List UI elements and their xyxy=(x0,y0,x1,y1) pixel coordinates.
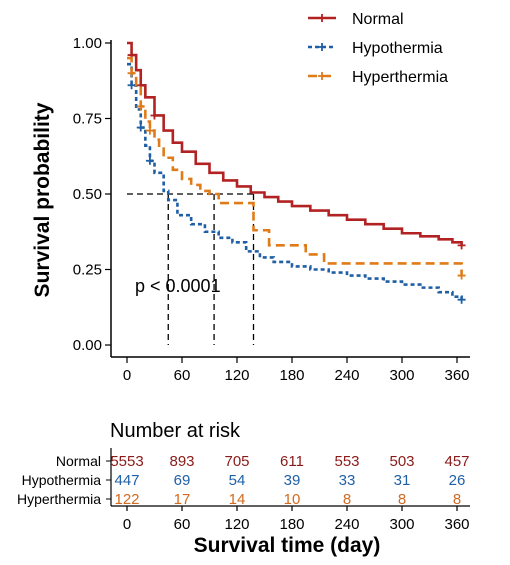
censor-mark xyxy=(457,271,466,280)
censor-mark xyxy=(127,69,136,78)
censor-mark xyxy=(150,111,159,120)
x-tick-label: 0 xyxy=(123,367,131,384)
risk-count: 69 xyxy=(174,472,191,489)
y-ticks: 0.00 0.25 0.50 0.75 1.00 xyxy=(73,35,111,354)
risk-count: 611 xyxy=(280,453,304,470)
legend-censor-mark xyxy=(318,72,326,80)
legend-label-hypothermia: Hypothermia xyxy=(352,40,443,57)
x-tick-label: 240 xyxy=(334,367,359,384)
risk-rows: Normal 5553 893 705 611 553 503 457 Hypothermia 4… xyxy=(17,453,470,508)
risk-count: 5553 xyxy=(110,453,143,470)
x-tick-label: 120 xyxy=(224,367,249,384)
risk-x-ticks: 0 60 120 180 240 300 360 xyxy=(111,505,470,533)
risk-count: 503 xyxy=(389,453,414,470)
x-axis-title: Survival time (day) xyxy=(194,534,381,557)
risk-count: 14 xyxy=(229,491,246,508)
plot-panel: 0.000.250.500.751.00 0 60 120 180 240 300 360 … xyxy=(31,35,470,384)
censor-mark xyxy=(145,156,154,165)
risk-count: 8 xyxy=(398,491,406,508)
x-tick-label: 300 xyxy=(389,367,414,384)
risk-group-label: Hypothermia xyxy=(22,472,102,488)
median-reference-lines xyxy=(127,193,255,345)
risk-table-title: Number at risk xyxy=(110,420,241,442)
risk-count: 33 xyxy=(339,472,356,489)
x-ticks: 0 60 120 180 240 300 360 xyxy=(123,357,470,384)
risk-count: 10 xyxy=(284,491,301,508)
series-line-hyperthermia xyxy=(127,56,463,276)
risk-group-label: Hyperthermia xyxy=(17,491,101,507)
risk-count: 17 xyxy=(174,491,191,508)
legend-censor-mark xyxy=(318,14,326,22)
x-tick-label: 180 xyxy=(279,367,304,384)
risk-count: 31 xyxy=(394,472,411,489)
legend-censor-mark xyxy=(318,43,326,51)
y-tick-label: 0.25 xyxy=(73,262,102,279)
risk-x-tick-label: 240 xyxy=(334,516,359,533)
risk-x-tick-label: 0 xyxy=(123,516,131,533)
y-tick-label: 0.75 xyxy=(73,111,102,128)
risk-x-tick-label: 180 xyxy=(279,516,304,533)
x-tick-label: 60 xyxy=(174,367,191,384)
risk-count: 447 xyxy=(114,472,139,489)
legend-label-hyperthermia: Hyperthermia xyxy=(352,69,448,86)
censor-mark xyxy=(145,126,154,135)
censor-mark xyxy=(457,241,466,250)
y-tick-label: 1.00 xyxy=(73,35,102,52)
censor-mark xyxy=(136,102,145,111)
risk-table: Number at risk Normal 5553 893 705 611 553 503… xyxy=(17,420,470,557)
legend: Normal Hypothermia Hyperthermia xyxy=(308,11,448,86)
risk-count: 54 xyxy=(229,472,246,489)
risk-group-label: Normal xyxy=(56,453,101,469)
y-axis-title: Survival probability xyxy=(31,102,54,297)
censor-mark xyxy=(136,123,145,132)
risk-x-tick-label: 60 xyxy=(174,516,191,533)
risk-count: 122 xyxy=(114,491,139,508)
x-tick-label: 360 xyxy=(444,367,469,384)
legend-label-normal: Normal xyxy=(352,11,404,28)
risk-x-tick-label: 300 xyxy=(389,516,414,533)
risk-count: 8 xyxy=(453,491,461,508)
risk-count: 26 xyxy=(449,472,466,489)
censor-mark xyxy=(457,295,466,304)
risk-count: 553 xyxy=(334,453,359,470)
series-line-normal xyxy=(127,41,463,246)
y-tick-label: 0.00 xyxy=(73,337,102,354)
survival-curves xyxy=(127,41,466,304)
risk-count: 39 xyxy=(284,472,301,489)
risk-x-tick-label: 360 xyxy=(444,516,469,533)
series-line-hypothermia xyxy=(127,62,463,300)
risk-count: 893 xyxy=(169,453,194,470)
p-value-annotation: p < 0.0001 xyxy=(135,276,221,296)
risk-count: 8 xyxy=(343,491,351,508)
risk-count: 457 xyxy=(444,453,469,470)
risk-x-tick-label: 120 xyxy=(224,516,249,533)
risk-count: 705 xyxy=(224,453,249,470)
y-tick-label: 0.50 xyxy=(73,186,102,203)
censor-mark xyxy=(127,81,136,90)
